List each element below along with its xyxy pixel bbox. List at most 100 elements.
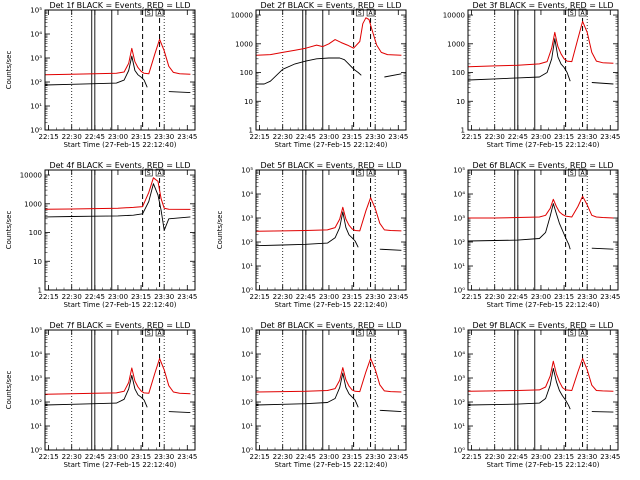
x-tick-label: 23:15	[342, 133, 362, 141]
marker-symbol-box	[155, 8, 164, 17]
marker-symbol-label: A	[158, 330, 163, 337]
marker-symbol-label: A	[369, 330, 374, 337]
y-tick-label: 10⁵	[241, 327, 253, 335]
x-tick-label: 22:15	[250, 133, 270, 141]
marker-symbol-label: A	[158, 170, 163, 177]
events-series-line	[468, 38, 614, 85]
x-tick-label: 23:00	[531, 453, 551, 461]
x-tick-label: 22:30	[62, 293, 82, 301]
y-tick-label: 10⁰	[30, 127, 42, 135]
y-tick-label: 10⁴	[241, 191, 253, 199]
x-tick-label: 23:15	[131, 133, 151, 141]
x-tick-label: 22:45	[296, 293, 316, 301]
panel-4: Det 4f BLACK = Events, RED = LLD Counts/s…	[5, 161, 197, 309]
y-tick-label: 100	[240, 69, 253, 77]
x-axis-label: Start Time (27-Feb-15 22:12:40)	[486, 461, 599, 469]
marker-symbol-label: S	[358, 330, 362, 337]
x-tick-label: 22:15	[250, 453, 270, 461]
y-tick-label: 10	[456, 98, 465, 106]
x-tick-label: 22:15	[39, 133, 59, 141]
panel-title: Det 5f BLACK = Events, RED = LLD	[260, 161, 401, 170]
lld-series-line	[468, 195, 614, 219]
y-tick-label: 10⁵	[241, 167, 253, 175]
x-tick-label: 22:15	[462, 293, 482, 301]
marker-symbol-box	[144, 168, 153, 177]
x-tick-label: 22:45	[508, 453, 528, 461]
lld-series-line	[256, 358, 402, 393]
y-tick-label: 10³	[453, 375, 465, 383]
series-group	[468, 358, 614, 413]
y-tick-label: 10³	[30, 55, 42, 63]
y-tick-label: 100	[29, 229, 42, 237]
x-tick-label: 22:45	[85, 133, 105, 141]
marker-symbol-label: S	[147, 330, 151, 337]
y-tick-label: 10³	[241, 375, 253, 383]
y-axis-label: Counts/sec	[5, 371, 13, 410]
plot-frame	[255, 329, 407, 451]
y-tick-label: 10⁰	[30, 447, 42, 455]
y-tick-label: 10⁴	[30, 351, 42, 359]
y-tick-label: 1	[461, 127, 465, 135]
x-tick-label: 23:15	[554, 453, 574, 461]
lld-series-line	[256, 17, 402, 56]
y-tick-label: 10¹	[453, 423, 465, 431]
x-tick-label: 23:00	[108, 453, 128, 461]
panel-7: Det 7f BLACK = Events, RED = LLD Counts/s…	[5, 321, 197, 469]
marker-symbol-label: A	[581, 170, 586, 177]
y-tick-label: 100	[452, 69, 465, 77]
x-tick-label: 22:30	[273, 133, 293, 141]
x-tick-label: 23:00	[319, 133, 339, 141]
x-tick-label: 22:45	[296, 133, 316, 141]
y-tick-label: 1000	[24, 200, 42, 208]
y-tick-label: 10¹	[453, 263, 465, 271]
y-tick-label: 1000	[447, 40, 465, 48]
lld-series-line	[468, 358, 614, 392]
y-tick-label: 10	[244, 98, 253, 106]
panel-title: Det 6f BLACK = Events, RED = LLD	[472, 161, 613, 170]
y-tick-label: 10³	[453, 215, 465, 223]
lld-series-line	[256, 197, 402, 232]
panel-title: Det 7f BLACK = Events, RED = LLD	[49, 321, 190, 330]
x-tick-label: 23:30	[154, 133, 174, 141]
marker-symbol-box	[144, 328, 153, 337]
y-tick-label: 10²	[241, 239, 253, 247]
plot-frame	[44, 169, 196, 291]
x-tick-label: 23:30	[577, 453, 597, 461]
series-group	[45, 177, 191, 231]
x-tick-label: 23:45	[177, 133, 197, 141]
x-tick-label: 23:30	[365, 293, 385, 301]
marker-symbol-label: S	[147, 170, 151, 177]
y-tick-label: 10⁴	[453, 351, 465, 359]
events-series-line	[468, 203, 614, 250]
x-axis-label: Start Time (27-Feb-15 22:12:40)	[274, 461, 387, 469]
x-tick-label: 22:30	[273, 453, 293, 461]
plot-frame	[255, 169, 407, 291]
x-tick-label: 22:45	[85, 453, 105, 461]
series-group	[468, 195, 614, 250]
series-group	[45, 38, 191, 94]
y-tick-label: 10000	[20, 172, 42, 180]
panel-title: Det 3f BLACK = Events, RED = LLD	[472, 1, 613, 10]
x-tick-label: 22:45	[508, 293, 528, 301]
marker-symbol-box	[366, 328, 375, 337]
marker-symbol-box	[355, 168, 364, 177]
plot-frame	[467, 9, 619, 131]
x-tick-label: 22:30	[485, 453, 505, 461]
x-axis-label: Start Time (27-Feb-15 22:12:40)	[486, 301, 599, 309]
marker-symbol-box	[578, 168, 587, 177]
events-series-line	[256, 372, 402, 413]
x-tick-label: 23:30	[577, 133, 597, 141]
x-tick-label: 23:30	[365, 453, 385, 461]
y-tick-label: 10⁴	[241, 351, 253, 359]
lld-series-line	[45, 177, 191, 210]
marker-symbol-box	[567, 168, 576, 177]
events-series-line	[468, 367, 614, 413]
y-axis-label: Counts/sec	[216, 211, 224, 250]
marker-symbol-box	[355, 8, 364, 17]
x-axis-label: Start Time (27-Feb-15 22:12:40)	[274, 141, 387, 149]
panel-9: Det 9f BLACK = Events, RED = LLD 10⁰ 10¹ 10…	[453, 321, 620, 469]
marker-symbol-label: A	[369, 170, 374, 177]
panel-title: Det 9f BLACK = Events, RED = LLD	[472, 321, 613, 330]
plot-frame	[44, 9, 196, 131]
